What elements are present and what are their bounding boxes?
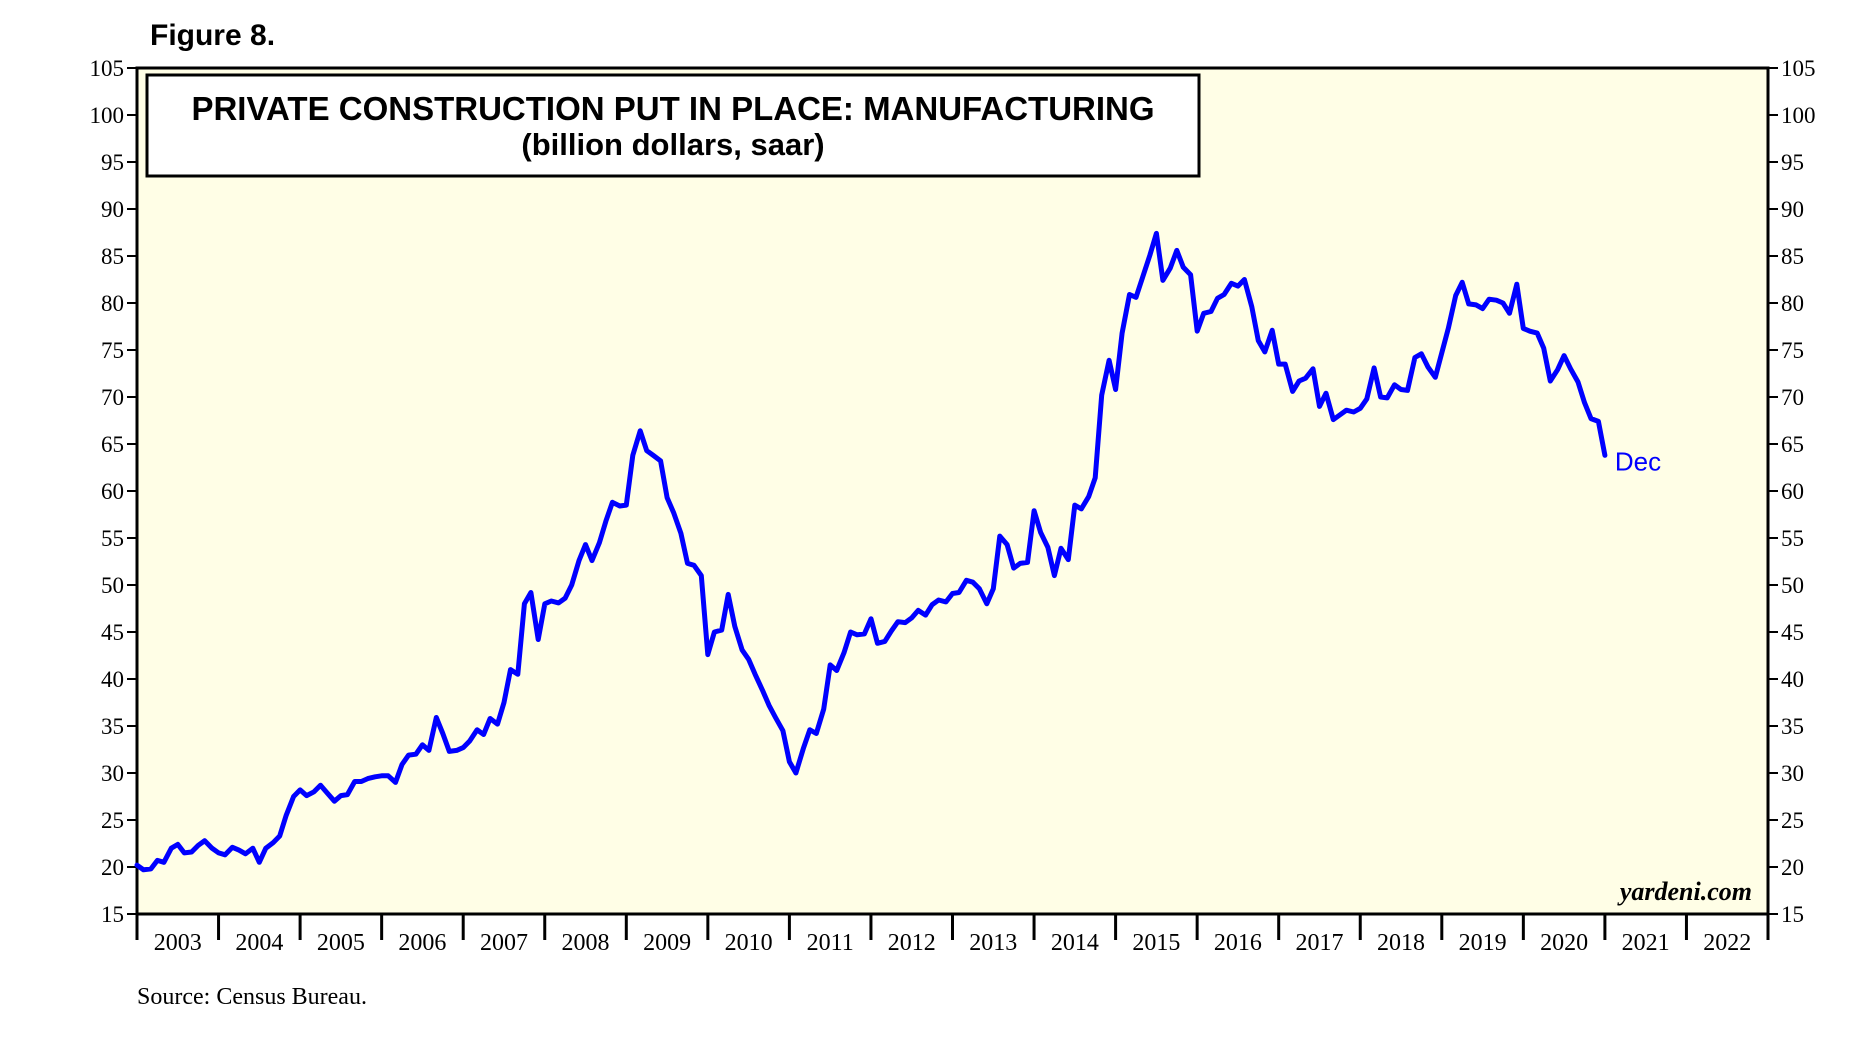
y-tick-label-right: 40 — [1781, 667, 1804, 692]
y-tick-label: 105 — [90, 56, 125, 81]
x-tick-label: 2011 — [807, 930, 854, 956]
y-tick-label: 45 — [101, 620, 124, 645]
x-tick-label: 2016 — [1214, 930, 1262, 956]
x-tick-label: 2021 — [1622, 930, 1670, 956]
y-tick-label-right: 30 — [1781, 761, 1804, 786]
y-tick-label-right: 35 — [1781, 714, 1804, 739]
y-tick-label-right: 105 — [1781, 56, 1816, 81]
x-tick-label: 2020 — [1540, 930, 1588, 956]
y-tick-label-right: 95 — [1781, 150, 1804, 175]
y-tick-label-right: 60 — [1781, 479, 1804, 504]
y-tick-label-right: 70 — [1781, 385, 1804, 410]
title-box — [145, 73, 1201, 178]
y-tick-label-right: 15 — [1781, 902, 1804, 927]
chart-title: PRIVATE CONSTRUCTION PUT IN PLACE: MANUF… — [191, 90, 1154, 127]
x-tick-label: 2017 — [1295, 930, 1343, 956]
y-tick-label-right: 85 — [1781, 244, 1804, 269]
credit-label: yardeni.com — [1617, 877, 1752, 906]
y-tick-label: 75 — [101, 338, 124, 363]
y-tick-label: 70 — [101, 385, 124, 410]
y-tick-label-right: 90 — [1781, 197, 1804, 222]
x-tick-label: 2003 — [154, 930, 202, 956]
right-y-axis: 15 20 25 30 35 40 45 50 55 60 65 70 75 80 85 90 95 100 105 — [1768, 56, 1816, 927]
source-note: Source: Census Bureau. — [137, 984, 367, 1010]
y-tick-label: 85 — [101, 244, 124, 269]
x-tick-label: 2013 — [969, 930, 1017, 956]
y-tick-label: 60 — [101, 479, 124, 504]
series-line — [134, 230, 1608, 873]
y-tick-label: 100 — [90, 103, 125, 128]
y-tick-label: 90 — [101, 197, 124, 222]
figure-label: Figure 8. — [150, 19, 275, 52]
y-tick-label-right: 75 — [1781, 338, 1804, 363]
x-tick-label: 2007 — [480, 930, 528, 956]
y-tick-label: 95 — [101, 150, 124, 175]
y-tick-label: 55 — [101, 526, 124, 551]
y-tick-label: 20 — [101, 855, 124, 880]
x-tick-label: 2022 — [1703, 930, 1751, 956]
y-tick-label: 65 — [101, 432, 124, 457]
plot-area — [135, 66, 1770, 916]
x-tick-label: 2019 — [1459, 930, 1507, 956]
y-tick-label: 50 — [101, 573, 124, 598]
x-tick-label: 2005 — [317, 930, 365, 956]
y-tick-label-right: 25 — [1781, 808, 1804, 833]
y-tick-label: 35 — [101, 714, 124, 739]
y-tick-label-right: 55 — [1781, 526, 1804, 551]
x-tick-label: 2008 — [562, 930, 610, 956]
x-tick-label: 2010 — [725, 930, 773, 956]
y-tick-label: 30 — [101, 761, 124, 786]
x-tick-label: 2004 — [235, 930, 283, 956]
x-tick-label: 2006 — [398, 930, 446, 956]
x-axis: 2003 2004 2005 2006 2007 2008 2009 2010 2011 2012… — [135, 914, 1770, 956]
y-tick-label-right: 65 — [1781, 432, 1804, 457]
y-tick-label: 80 — [101, 291, 124, 316]
y-tick-label: 40 — [101, 667, 124, 692]
x-tick-label: 2012 — [888, 930, 936, 956]
x-tick-label: 2009 — [643, 930, 691, 956]
x-tick-label: 2015 — [1132, 930, 1180, 956]
end-label: Dec — [1615, 446, 1661, 476]
y-tick-label-right: 20 — [1781, 855, 1804, 880]
y-tick-label-right: 45 — [1781, 620, 1804, 645]
chart-subtitle: (billion dollars, saar) — [521, 127, 824, 162]
left-y-axis: 15 20 25 30 35 40 45 50 55 60 65 70 75 80 85 90 95 100 105 — [90, 56, 137, 927]
x-tick-label: 2014 — [1051, 930, 1099, 956]
y-tick-label: 15 — [101, 902, 124, 927]
y-tick-label-right: 80 — [1781, 291, 1804, 316]
y-tick-label-right: 50 — [1781, 573, 1804, 598]
y-tick-label-right: 100 — [1781, 103, 1816, 128]
y-tick-label: 25 — [101, 808, 124, 833]
x-tick-label: 2018 — [1377, 930, 1425, 956]
